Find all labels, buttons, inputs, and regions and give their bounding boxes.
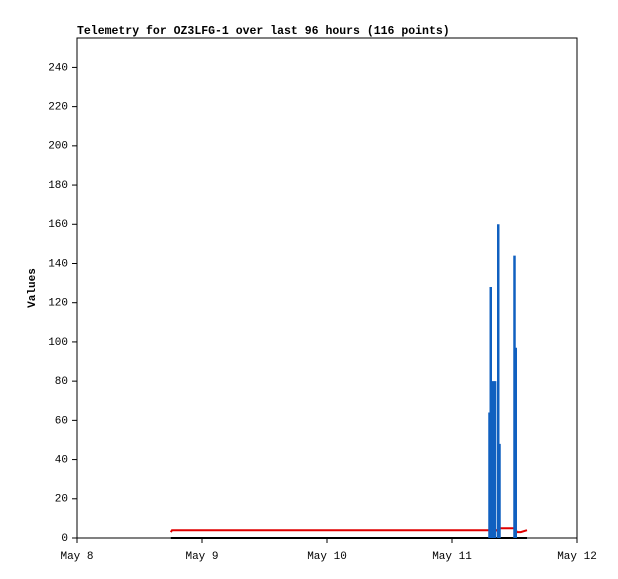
y-tick-label: 40 <box>55 454 68 466</box>
x-tick-label: May 9 <box>185 551 218 563</box>
y-tick-label: 100 <box>48 337 68 349</box>
y-tick-label: 240 <box>48 62 68 74</box>
x-tick-label: May 11 <box>432 551 472 563</box>
y-tick-label: 120 <box>48 298 68 310</box>
y-tick-label: 220 <box>48 102 68 114</box>
y-tick-label: 20 <box>55 494 68 506</box>
x-tick-label: May 8 <box>60 551 93 563</box>
plot-frame <box>76 37 578 539</box>
y-tick-label: 160 <box>48 219 68 231</box>
y-tick-label: 80 <box>55 376 68 388</box>
y-tick-label: 180 <box>48 180 68 192</box>
y-tick-label: 140 <box>48 258 68 270</box>
y-tick-label: 60 <box>55 415 68 427</box>
series-line <box>169 527 528 534</box>
y-axis-label: Values <box>27 268 39 308</box>
y-tick-label: 0 <box>61 533 68 545</box>
y-tick-label: 200 <box>48 141 68 153</box>
x-tick-label: May 10 <box>307 551 347 563</box>
chart-title: Telemetry for OZ3LFG-1 over last 96 hour… <box>77 25 450 38</box>
x-tick-label: May 12 <box>557 551 597 563</box>
